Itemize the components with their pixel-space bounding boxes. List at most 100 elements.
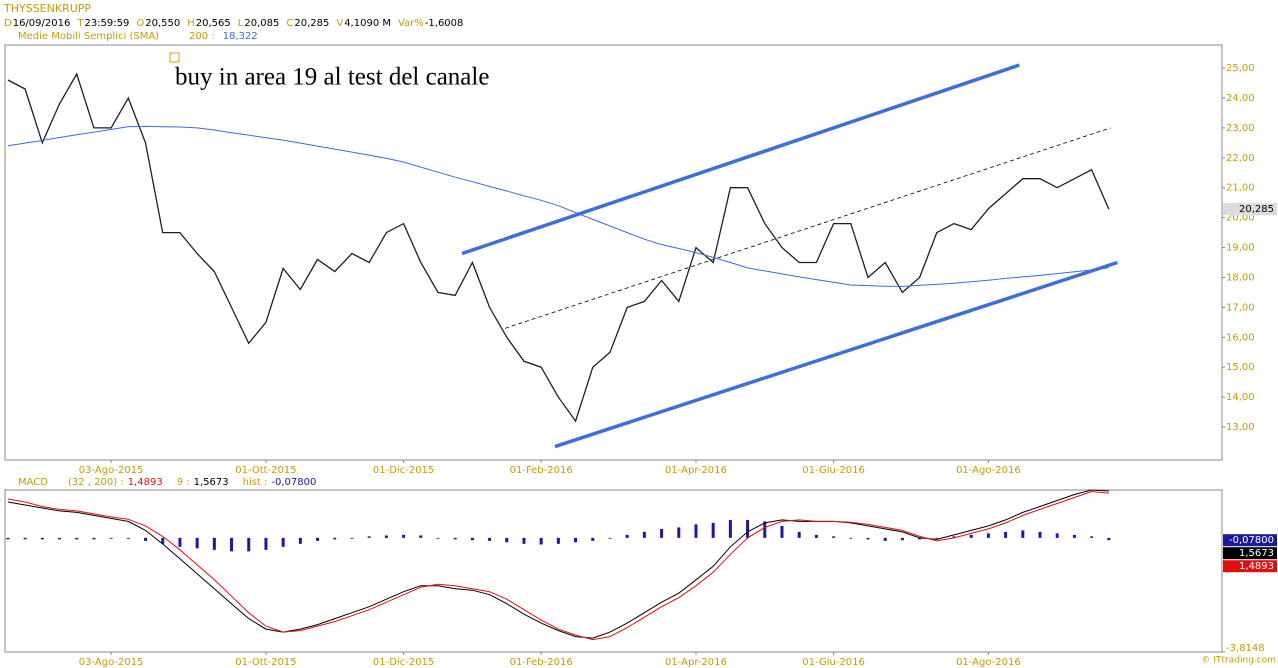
y-tick-label: 13,00 <box>1226 422 1255 433</box>
x-tick-label: 01-Ago-2016 <box>956 465 1021 476</box>
x-tick-label: 01-Giu-2016 <box>802 657 865 668</box>
y-tick-label: 20,00 <box>1226 213 1255 224</box>
hist-bar <box>58 537 62 540</box>
hist-bar <box>711 522 715 538</box>
hist-bar <box>384 535 388 538</box>
y-tick-label: 18,00 <box>1226 272 1255 283</box>
x-tick-label: 01-Dic-2015 <box>373 657 434 668</box>
hist-bar <box>316 537 320 541</box>
y-tick-label: 16,00 <box>1226 332 1255 343</box>
last-value-box <box>1223 560 1277 573</box>
macd-value: 1,5673 <box>194 477 229 488</box>
series-line <box>7 125 1109 288</box>
series-line <box>7 490 1109 641</box>
y-tick-label: 14,00 <box>1226 392 1255 403</box>
y-tick-label: 25,00 <box>1226 63 1255 74</box>
last-value-label: 1,4893 <box>1239 561 1274 572</box>
x-tick-label: 03-Ago-2015 <box>79 465 144 476</box>
hist-bar <box>126 537 130 539</box>
hist-bar <box>1038 531 1042 538</box>
x-tick-label: 03-Ago-2015 <box>79 657 144 668</box>
hist-bar <box>419 535 423 538</box>
hist-bar <box>625 534 629 538</box>
macd-name: MACD <box>18 477 48 488</box>
y-tick-label: 22,00 <box>1226 153 1255 164</box>
trendline <box>504 127 1111 329</box>
hist-bar <box>746 519 750 538</box>
hist-bar <box>281 537 285 547</box>
hist-bar <box>505 537 509 543</box>
hist-bar <box>900 537 904 541</box>
hist-bar <box>849 537 853 539</box>
last-value-box <box>1223 203 1277 216</box>
x-tick-label: 01-Giu-2016 <box>802 465 865 476</box>
x-tick-label: 01-Apr-2016 <box>665 657 727 668</box>
hist-bar <box>591 537 595 541</box>
hist-bar <box>728 519 732 538</box>
y-tick-label: 21,00 <box>1226 183 1255 194</box>
hist-bar <box>608 537 612 539</box>
header-key: D <box>4 18 12 29</box>
hist-bar <box>453 537 457 540</box>
header-value: 23:59:59 <box>84 18 129 29</box>
hist-bar <box>969 534 973 538</box>
x-tick-label: 01-Feb-2016 <box>510 465 573 476</box>
hist-bar <box>780 525 784 538</box>
hist-bar <box>574 537 578 543</box>
hist-bar <box>952 536 956 538</box>
y-tick-label: 19,00 <box>1226 243 1255 254</box>
hist-bar <box>161 537 165 544</box>
hist-bar <box>367 536 371 538</box>
hist-bar <box>883 537 887 541</box>
last-value-label: 20,285 <box>1239 204 1274 215</box>
hist-bar <box>212 537 216 550</box>
trendline <box>554 260 1118 449</box>
annotation: buy in area 19 al test del canale <box>175 64 489 91</box>
header-value: 16/09/2016 <box>13 18 71 29</box>
hist-bar <box>23 537 27 540</box>
y-tick-label: -3,8148 <box>1226 643 1265 654</box>
hist-bar <box>350 537 354 539</box>
header-key: T <box>76 18 84 29</box>
x-tick-label: 01-Ott-2015 <box>235 465 296 476</box>
hist-bar <box>6 537 10 540</box>
hist-bar <box>694 524 698 538</box>
header-value: 20,085 <box>244 18 279 29</box>
y-tick-label: 24,00 <box>1226 93 1255 104</box>
indicator-value: 18,322 <box>223 31 258 42</box>
indicator-param: 200 : <box>189 31 215 42</box>
hist-bar <box>402 534 406 538</box>
last-value-label: -0,07800 <box>1229 535 1274 546</box>
header-key: O <box>136 18 144 29</box>
hist-bar <box>556 537 560 544</box>
hist-bar <box>195 537 199 549</box>
hist-bar <box>986 533 990 538</box>
y-tick-label: 17,00 <box>1226 302 1255 313</box>
hist-bar <box>1107 537 1111 541</box>
hist-bar <box>470 537 474 541</box>
last-value-label: 1,5673 <box>1239 548 1274 559</box>
hist-bar <box>144 537 148 541</box>
hist-bar <box>539 537 543 545</box>
hist-bar <box>866 537 870 540</box>
hist-bar <box>1055 533 1059 538</box>
hist-bar <box>1090 536 1094 538</box>
header-key: H <box>187 18 195 29</box>
hist-bar <box>814 534 818 538</box>
header-value: 4,1090 M <box>344 18 391 29</box>
hist-bar <box>264 537 268 550</box>
hist-bar <box>488 537 492 541</box>
credit: © ITtrading.com <box>1202 656 1276 666</box>
x-tick-label: 01-Feb-2016 <box>510 657 573 668</box>
hist-bar <box>763 521 767 538</box>
hist-bar <box>677 527 681 538</box>
header-value: 20,285 <box>294 18 329 29</box>
hist-bar <box>436 537 440 539</box>
header-value: 20,565 <box>196 18 231 29</box>
hist-bar <box>918 537 922 540</box>
macd-panel <box>4 489 1223 653</box>
price-panel <box>4 44 1223 461</box>
header-value: 20,550 <box>145 18 180 29</box>
hist-bar <box>935 537 939 539</box>
